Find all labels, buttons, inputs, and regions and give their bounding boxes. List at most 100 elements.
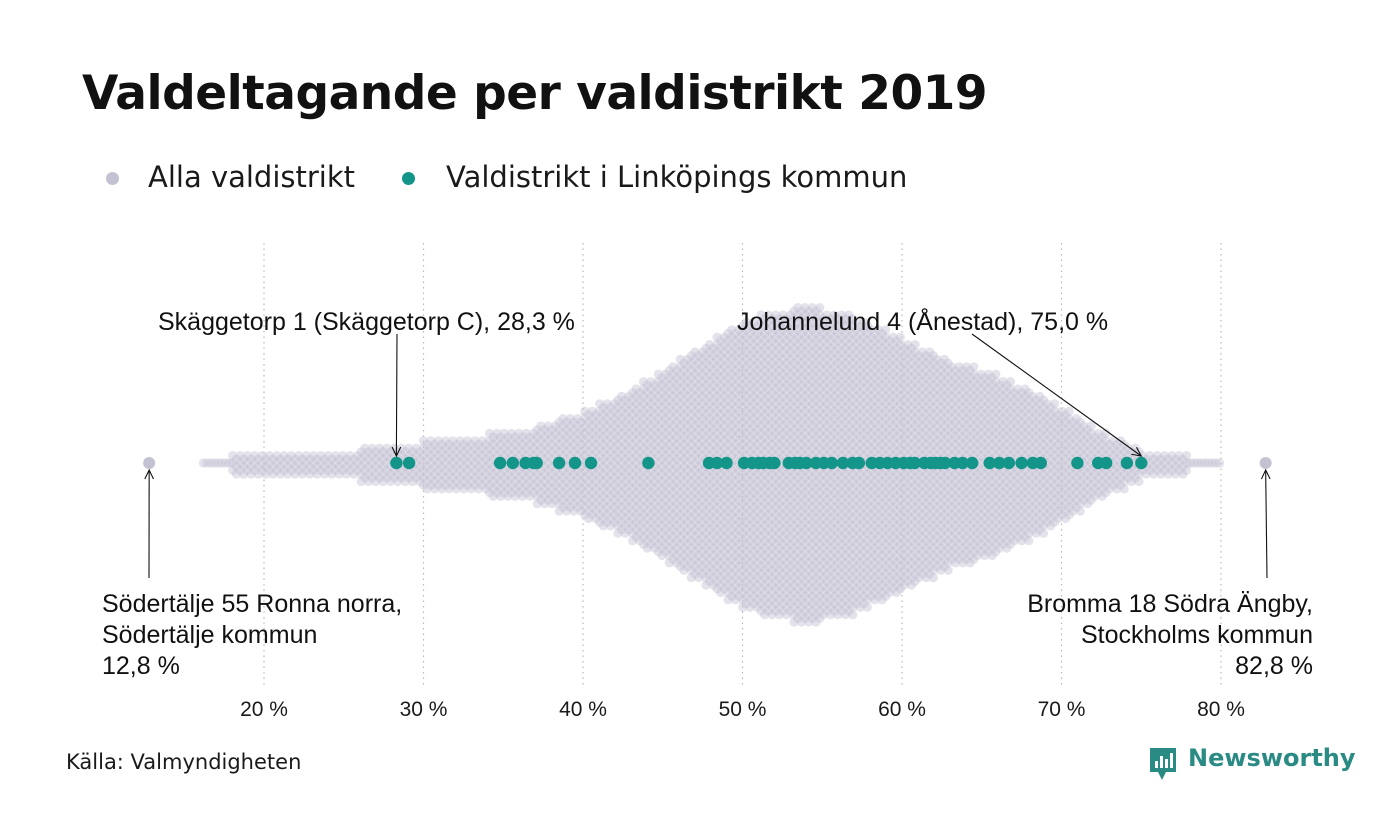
swarm-point xyxy=(532,499,542,509)
swarm-point xyxy=(418,451,429,461)
swarm-point xyxy=(624,517,634,527)
swarm-point xyxy=(624,502,634,512)
swarm-point xyxy=(639,399,649,409)
swarm-point xyxy=(319,454,330,464)
swarm-point xyxy=(569,491,579,501)
highlight-point xyxy=(1100,456,1113,470)
swarm-point xyxy=(349,462,359,472)
swarm-point xyxy=(488,432,498,442)
swarm-point xyxy=(613,506,623,516)
swarm-point xyxy=(565,473,575,483)
swarm-point xyxy=(470,480,480,490)
swarm-point xyxy=(202,458,212,468)
swarm-point xyxy=(848,610,858,620)
swarm-point xyxy=(411,473,421,483)
swarm-point xyxy=(617,414,627,424)
swarm-point xyxy=(613,476,623,487)
swarm-point xyxy=(540,447,550,457)
swarm-point xyxy=(543,473,553,483)
swarm-point xyxy=(385,476,396,487)
swarm-point xyxy=(631,451,641,461)
swarm-point xyxy=(642,491,652,501)
swarm-point xyxy=(426,436,436,446)
swarm-point xyxy=(543,458,553,468)
swarm-point xyxy=(565,495,575,505)
swarm-point xyxy=(283,454,293,464)
swarm-point xyxy=(290,462,300,472)
swarm-point xyxy=(631,399,641,409)
swarm-point xyxy=(308,458,318,468)
swarm-point xyxy=(356,454,366,464)
swarm-point xyxy=(602,414,612,424)
swarm-point xyxy=(253,454,263,464)
swarm-point xyxy=(609,414,619,424)
swarm-point xyxy=(620,499,630,509)
swarm-point xyxy=(646,480,656,490)
highlight-point xyxy=(530,456,543,470)
swarm-point xyxy=(503,491,513,501)
swarm-point xyxy=(562,506,572,516)
swarm-point xyxy=(455,465,465,475)
swarm-point xyxy=(327,454,337,464)
swarm-point xyxy=(631,384,641,394)
swarm-point xyxy=(448,436,458,446)
swarm-point xyxy=(525,469,535,479)
swarm-point xyxy=(573,495,583,505)
swarm-point xyxy=(576,439,586,450)
swarm-point xyxy=(591,476,601,487)
swarm-point xyxy=(448,465,458,475)
swarm-point xyxy=(206,458,216,468)
swarm-point xyxy=(294,458,304,468)
swarm-point xyxy=(584,484,594,494)
swarm-point xyxy=(437,476,447,487)
swarm-point xyxy=(459,462,469,472)
swarm-point xyxy=(404,443,414,453)
swarm-point xyxy=(418,465,429,475)
swarm-point xyxy=(543,451,553,461)
swarm-point xyxy=(477,458,487,468)
swarm-point xyxy=(473,439,484,450)
swarm-point xyxy=(609,428,619,438)
legend-label-highlight: Valdistrikt i Linköpings kommun xyxy=(446,160,908,194)
swarm-point xyxy=(631,406,641,416)
swarm-point xyxy=(587,428,597,438)
swarm-point xyxy=(613,410,623,420)
swarm-point xyxy=(323,465,333,475)
swarm-point xyxy=(378,454,388,464)
swarm-point xyxy=(631,480,641,490)
swarm-point xyxy=(283,462,293,472)
swarm-point xyxy=(217,458,227,468)
swarm-point xyxy=(613,395,623,405)
swarm-point xyxy=(327,462,337,472)
swarm-point xyxy=(517,476,528,487)
swarm-point xyxy=(602,488,612,498)
swarm-point xyxy=(481,469,491,479)
swarm-point xyxy=(628,476,638,487)
extreme-point xyxy=(143,457,156,469)
swarm-point xyxy=(635,447,645,457)
swarm-point xyxy=(584,491,594,501)
swarm-point xyxy=(624,473,634,483)
swarm-point xyxy=(495,491,506,501)
swarm-point xyxy=(499,428,509,438)
swarm-point xyxy=(437,484,447,494)
swarm-point xyxy=(426,465,436,475)
swarm-point xyxy=(374,443,385,453)
swarm-point xyxy=(547,439,557,450)
swarm-point xyxy=(624,443,634,453)
swarm-point xyxy=(228,451,238,461)
swarm-point xyxy=(598,521,608,531)
swarm-point xyxy=(378,462,388,472)
swarm-point xyxy=(631,495,641,505)
swarm-point xyxy=(562,447,572,457)
swarm-point xyxy=(628,462,638,472)
swarm-point xyxy=(540,425,550,435)
swarm-point xyxy=(639,502,649,512)
swarm-point xyxy=(477,480,487,490)
swarm-point xyxy=(503,439,513,450)
swarm-point xyxy=(620,513,630,524)
swarm-point xyxy=(642,506,652,516)
swarm-point xyxy=(598,454,608,464)
swarm-point xyxy=(565,480,575,490)
swarm-point xyxy=(1075,506,1085,516)
